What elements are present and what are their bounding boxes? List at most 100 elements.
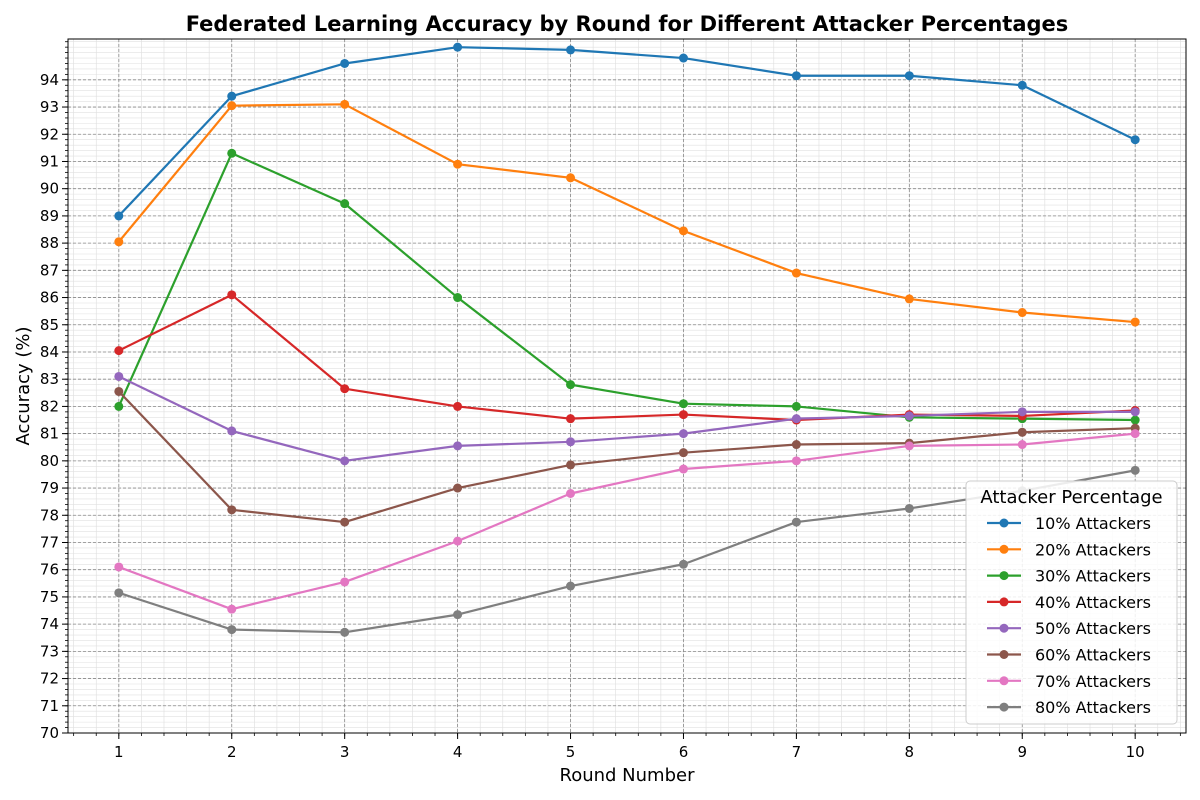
legend-entry-label: 50% Attackers bbox=[1035, 619, 1151, 638]
data-point-series-5 bbox=[904, 411, 914, 421]
data-point-series-2 bbox=[340, 99, 350, 109]
data-point-series-3 bbox=[1130, 415, 1140, 425]
data-point-series-1 bbox=[904, 71, 914, 81]
data-point-series-2 bbox=[1017, 308, 1027, 318]
x-tick-label: 5 bbox=[566, 743, 576, 761]
series-line-3 bbox=[117, 152, 1136, 422]
y-tick-label: 76 bbox=[40, 561, 59, 579]
data-point-series-2 bbox=[566, 173, 576, 183]
plot-area: 1 2 3 4 5 6 7 8 9 1070717273747576777879808182838… bbox=[40, 38, 1187, 761]
data-point-series-8 bbox=[227, 625, 237, 635]
data-point-series-4 bbox=[453, 401, 463, 411]
data-point-series-2 bbox=[227, 101, 237, 111]
data-point-series-8 bbox=[904, 503, 914, 513]
data-point-series-1 bbox=[453, 42, 463, 52]
data-point-series-6 bbox=[453, 483, 463, 493]
data-point-series-3 bbox=[678, 399, 688, 409]
data-point-series-5 bbox=[1017, 407, 1027, 417]
data-point-series-8 bbox=[678, 559, 688, 569]
x-tick-label: 1 bbox=[114, 743, 124, 761]
data-point-series-2 bbox=[114, 237, 124, 247]
y-tick-label: 93 bbox=[40, 98, 59, 116]
data-point-series-6 bbox=[566, 460, 576, 470]
data-point-series-1 bbox=[791, 71, 801, 81]
data-point-series-3 bbox=[114, 401, 124, 411]
y-tick-label: 89 bbox=[40, 207, 59, 225]
data-point-series-7 bbox=[1130, 429, 1140, 439]
y-tick-label: 88 bbox=[40, 234, 59, 252]
y-tick-label: 80 bbox=[40, 452, 59, 470]
data-point-series-8 bbox=[114, 588, 124, 598]
legend-box bbox=[965, 480, 1178, 725]
legend-marker-swatch bbox=[999, 623, 1009, 633]
data-point-series-3 bbox=[453, 293, 463, 303]
data-point-series-7 bbox=[791, 456, 801, 466]
y-tick-label: 71 bbox=[40, 697, 59, 715]
data-point-series-5 bbox=[678, 429, 688, 439]
legend-marker-swatch bbox=[999, 544, 1009, 554]
legend-entry-label: 20% Attackers bbox=[1035, 540, 1151, 559]
data-point-series-2 bbox=[453, 159, 463, 169]
data-point-series-1 bbox=[340, 58, 350, 68]
series-line-1 bbox=[118, 46, 1136, 217]
legend-entry-label: 80% Attackers bbox=[1035, 698, 1151, 717]
x-tick-label: 7 bbox=[792, 743, 802, 761]
data-point-series-2 bbox=[1130, 317, 1140, 327]
y-tick-label: 73 bbox=[40, 642, 59, 660]
y-tick-label: 79 bbox=[40, 479, 59, 497]
series-line-4 bbox=[118, 293, 1136, 422]
series-line-6 bbox=[118, 390, 1136, 524]
data-point-series-7 bbox=[340, 577, 350, 587]
data-point-series-5 bbox=[453, 441, 463, 451]
data-point-series-8 bbox=[1130, 465, 1140, 475]
data-point-series-5 bbox=[227, 426, 237, 436]
x-tick-label: 2 bbox=[227, 743, 237, 761]
x-tick-label: 9 bbox=[1017, 743, 1027, 761]
y-tick-label: 92 bbox=[40, 125, 59, 143]
y-tick-label: 72 bbox=[40, 670, 59, 688]
data-point-series-8 bbox=[340, 627, 350, 637]
legend-marker-swatch bbox=[999, 518, 1009, 528]
y-axis-label: Accuracy (%) bbox=[13, 326, 34, 445]
data-point-series-6 bbox=[227, 505, 237, 515]
data-point-series-4 bbox=[566, 414, 576, 424]
legend-marker-swatch bbox=[999, 702, 1009, 712]
x-tick-label: 6 bbox=[679, 743, 689, 761]
legend-entry-label: 70% Attackers bbox=[1035, 672, 1151, 691]
data-point-series-6 bbox=[791, 440, 801, 450]
data-point-series-2 bbox=[678, 226, 688, 236]
x-tick-label: 8 bbox=[905, 743, 915, 761]
y-tick-label: 84 bbox=[40, 343, 59, 361]
plot-frame bbox=[67, 38, 1187, 734]
x-tick-label: 10 bbox=[1126, 743, 1145, 761]
data-point-series-7 bbox=[904, 441, 914, 451]
data-point-series-5 bbox=[791, 414, 801, 424]
y-tick-label: 70 bbox=[40, 724, 59, 742]
legend-entry-label: 40% Attackers bbox=[1035, 593, 1151, 612]
legend-title: Attacker Percentage bbox=[980, 487, 1162, 508]
legend-marker-swatch bbox=[999, 650, 1009, 659]
data-point-series-6 bbox=[678, 448, 688, 458]
y-tick-label: 90 bbox=[40, 180, 59, 198]
data-point-series-7 bbox=[114, 562, 124, 572]
data-point-series-3 bbox=[227, 148, 237, 158]
x-axis-label: Round Number bbox=[560, 765, 696, 786]
data-point-series-4 bbox=[340, 384, 350, 394]
data-point-series-4 bbox=[227, 290, 237, 300]
data-point-series-4 bbox=[114, 346, 124, 356]
x-tick-label: 4 bbox=[453, 743, 463, 761]
data-point-series-1 bbox=[566, 45, 576, 55]
data-point-series-8 bbox=[791, 517, 801, 527]
y-tick-label: 91 bbox=[40, 152, 59, 170]
legend-entry-label: 60% Attackers bbox=[1035, 646, 1151, 665]
series-line-5 bbox=[118, 375, 1136, 462]
data-point-series-6 bbox=[1017, 427, 1027, 437]
y-tick-label: 85 bbox=[40, 316, 59, 334]
data-point-series-1 bbox=[1130, 135, 1140, 145]
data-point-series-1 bbox=[114, 211, 124, 221]
data-point-series-7 bbox=[1017, 440, 1027, 450]
data-point-series-3 bbox=[791, 401, 801, 411]
data-point-series-5 bbox=[566, 437, 576, 447]
y-tick-label: 74 bbox=[40, 615, 59, 633]
data-point-series-8 bbox=[453, 610, 463, 620]
